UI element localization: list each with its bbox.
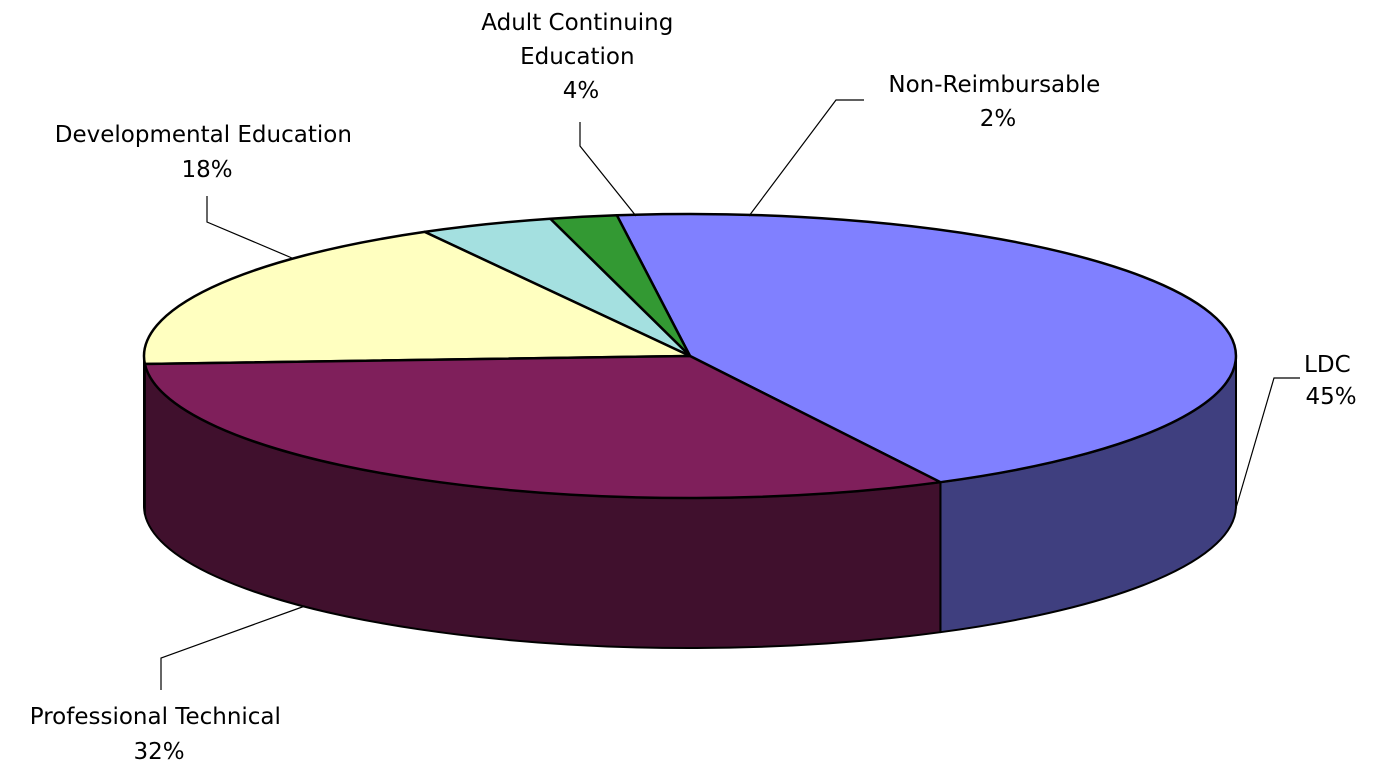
slice-developmental-education: [142, 230, 692, 366]
label-professional-technical-percent: 32%: [133, 739, 184, 765]
label-developmental-education: Developmental Education 18%: [55, 122, 359, 183]
leader-line-professional-technical: [160, 605, 306, 690]
leader-line-ldc: [1235, 377, 1300, 509]
leader-lines: [160, 99, 1300, 690]
label-developmental-education-name: Developmental Education: [55, 122, 352, 148]
slice-professional-technical: [143, 354, 942, 500]
pie-tops: [142, 212, 1238, 500]
label-adult-continuing-education: Adult Continuing Education 4%: [481, 10, 680, 104]
label-professional-technical: Professional Technical 32%: [30, 704, 288, 765]
label-developmental-education-percent: 18%: [181, 157, 232, 183]
label-ldc-name: LDC: [1304, 352, 1351, 378]
label-ldc-percent: 45%: [1305, 384, 1356, 410]
label-ldc: LDC 45%: [1304, 352, 1358, 410]
label-non-reimbursable: Non-Reimbursable 2%: [888, 72, 1107, 132]
label-adult-continuing-education-line2: Education: [520, 44, 635, 70]
label-adult-continuing-education-percent: 4%: [563, 78, 600, 104]
label-professional-technical-name: Professional Technical: [30, 704, 281, 730]
leader-line-non-reimbursable: [748, 99, 864, 217]
label-non-reimbursable-percent: 2%: [980, 106, 1017, 132]
leader-line-adult-continuing-education: [579, 122, 637, 217]
leader-line-developmental-education: [206, 196, 293, 259]
label-adult-continuing-education-line1: Adult Continuing: [481, 10, 673, 36]
label-non-reimbursable-name: Non-Reimbursable: [888, 72, 1100, 98]
slice-ldc: [615, 212, 1238, 484]
